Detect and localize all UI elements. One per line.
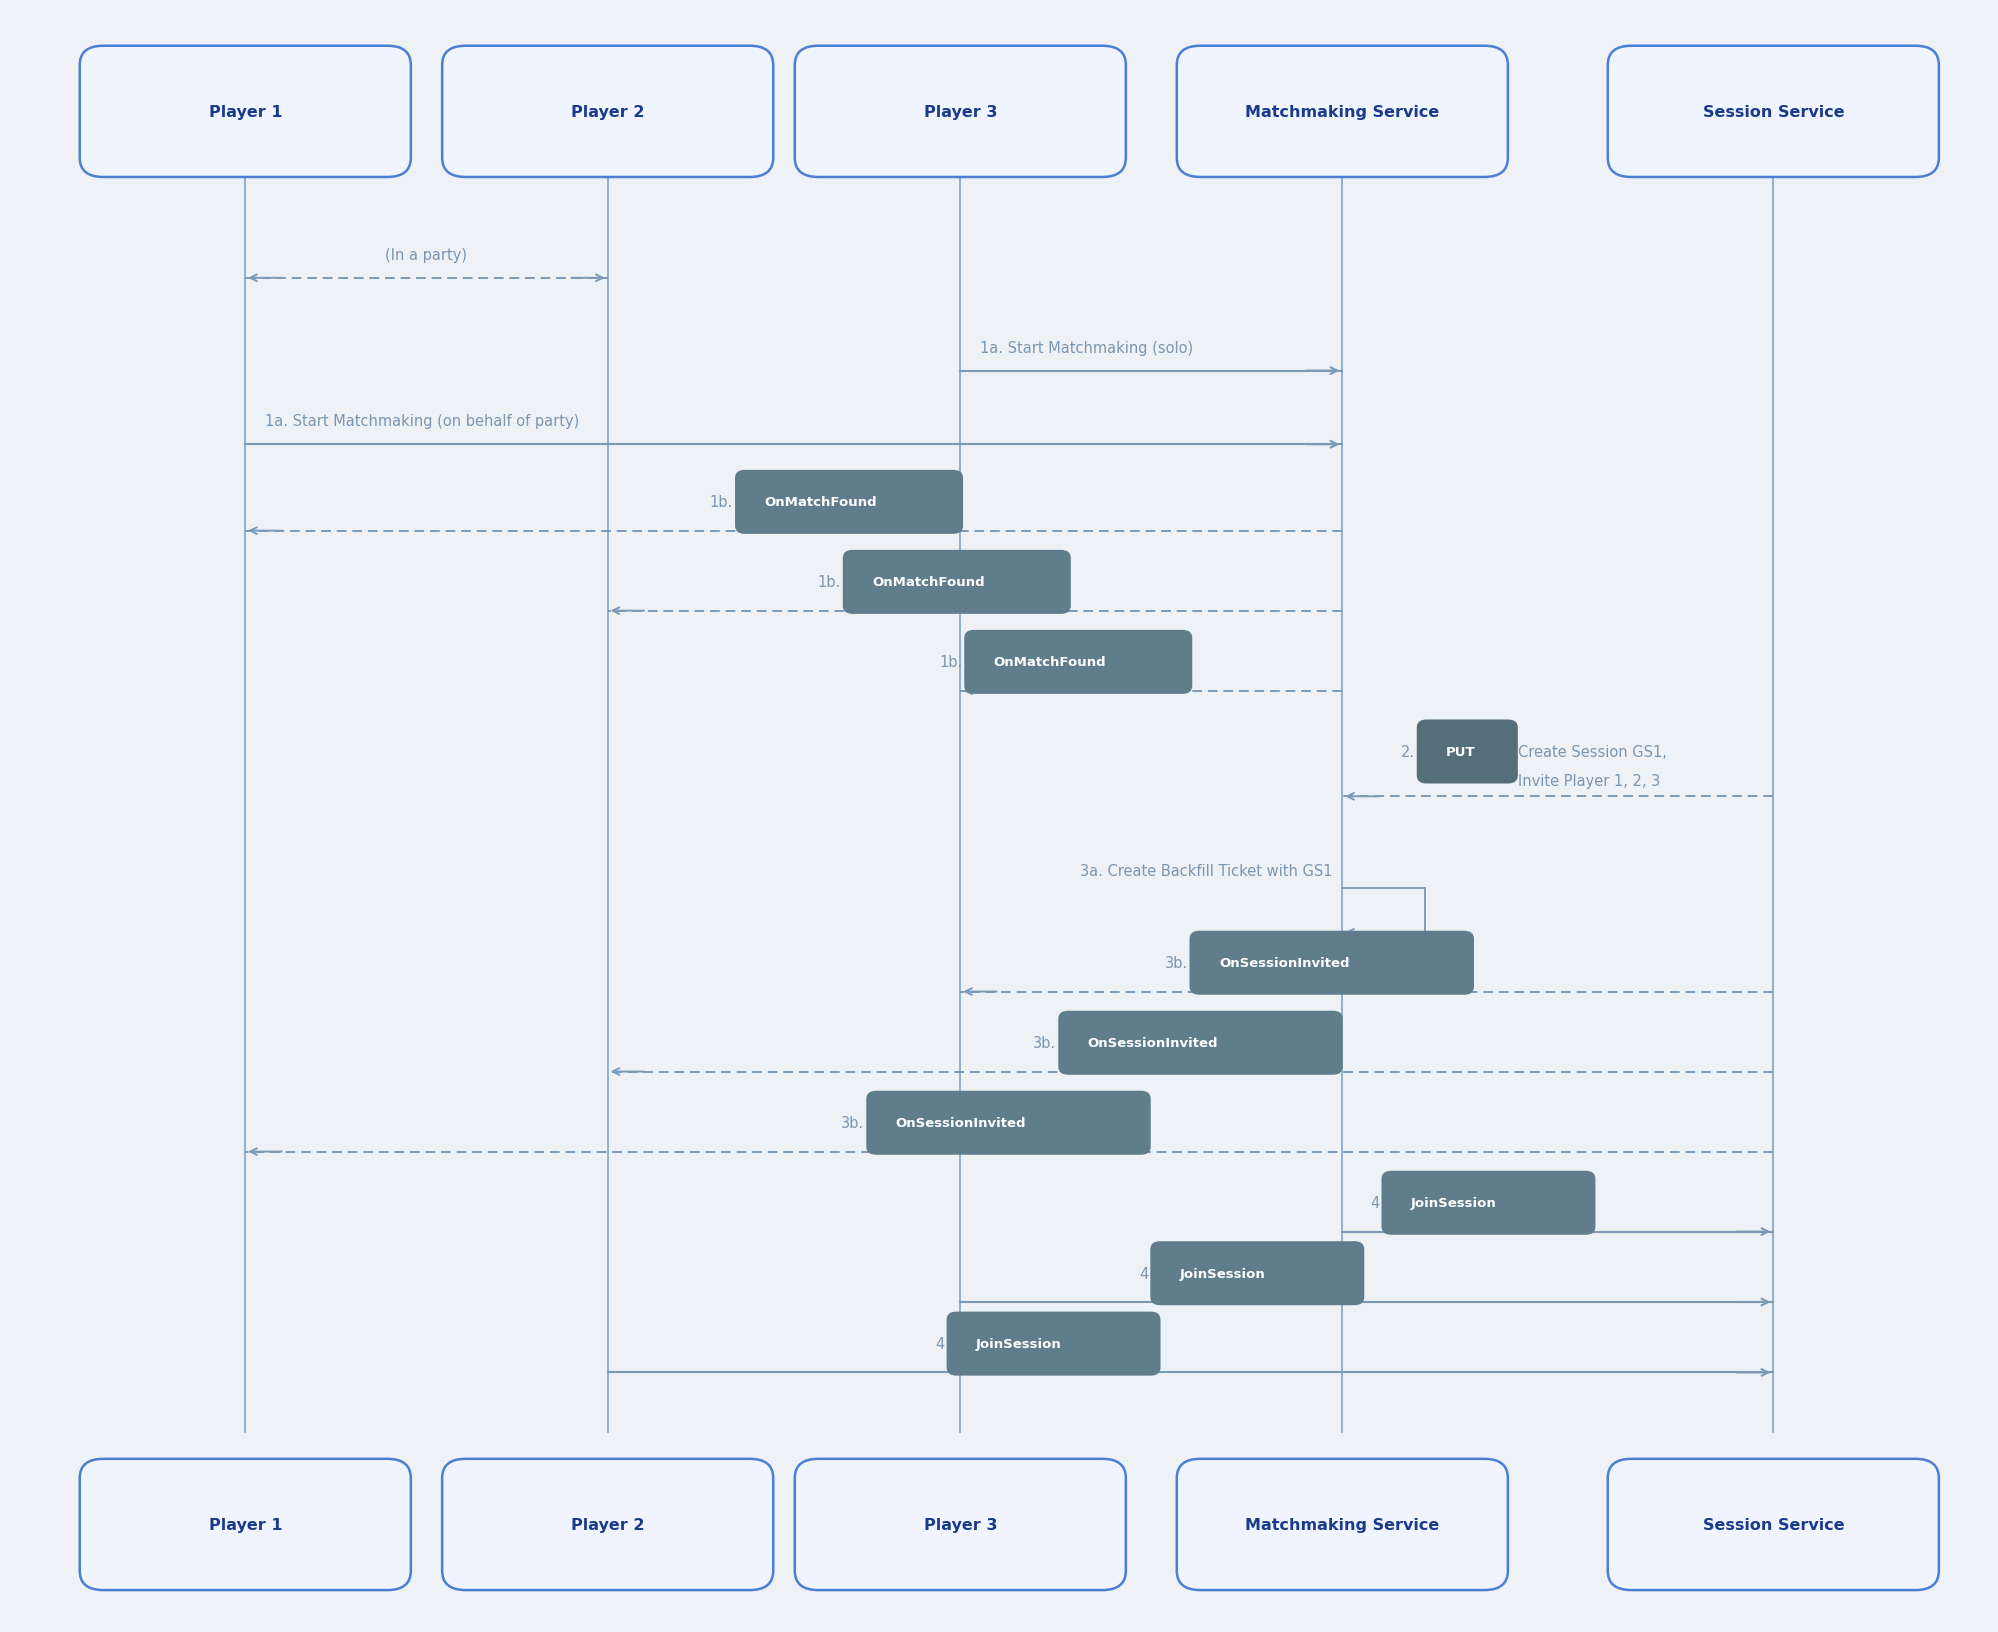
Text: OnSessionInvited: OnSessionInvited	[895, 1116, 1025, 1129]
Text: JoinSession: JoinSession	[975, 1337, 1061, 1350]
Text: 1b.: 1b.	[817, 574, 841, 591]
Text: 4: 4	[935, 1337, 945, 1351]
FancyBboxPatch shape	[1057, 1012, 1343, 1075]
Text: 3b.: 3b.	[841, 1116, 863, 1131]
FancyBboxPatch shape	[1381, 1172, 1594, 1235]
Text: 3b.: 3b.	[1165, 956, 1187, 971]
Text: JoinSession: JoinSession	[1411, 1196, 1497, 1209]
FancyBboxPatch shape	[80, 1459, 412, 1590]
Text: 1b.: 1b.	[709, 494, 733, 511]
FancyBboxPatch shape	[442, 1459, 773, 1590]
Text: 4: 4	[1369, 1196, 1379, 1211]
Text: OnSessionInvited: OnSessionInvited	[1219, 956, 1349, 969]
FancyBboxPatch shape	[1189, 932, 1473, 996]
FancyBboxPatch shape	[1606, 1459, 1938, 1590]
Text: Player 3: Player 3	[923, 104, 997, 119]
Text: JoinSession: JoinSession	[1179, 1266, 1265, 1279]
Text: Matchmaking Service: Matchmaking Service	[1245, 1518, 1439, 1532]
Text: OnMatchFound: OnMatchFound	[871, 576, 985, 589]
FancyBboxPatch shape	[865, 1092, 1151, 1155]
Text: Matchmaking Service: Matchmaking Service	[1245, 104, 1439, 119]
Text: OnSessionInvited: OnSessionInvited	[1087, 1036, 1217, 1049]
FancyBboxPatch shape	[1177, 1459, 1506, 1590]
Text: Session Service: Session Service	[1702, 1518, 1844, 1532]
FancyBboxPatch shape	[795, 1459, 1125, 1590]
Text: Player 2: Player 2	[571, 104, 643, 119]
Text: PUT: PUT	[1445, 746, 1475, 759]
Text: Invite Player 1, 2, 3: Invite Player 1, 2, 3	[1516, 774, 1658, 788]
FancyBboxPatch shape	[843, 550, 1071, 615]
FancyBboxPatch shape	[795, 47, 1125, 178]
FancyBboxPatch shape	[735, 470, 963, 535]
Text: OnMatchFound: OnMatchFound	[763, 496, 877, 509]
FancyBboxPatch shape	[442, 47, 773, 178]
Text: Player 2: Player 2	[571, 1518, 643, 1532]
Text: 1a. Start Matchmaking (on behalf of party): 1a. Start Matchmaking (on behalf of part…	[264, 415, 579, 429]
FancyBboxPatch shape	[963, 630, 1191, 695]
FancyBboxPatch shape	[1177, 47, 1506, 178]
FancyBboxPatch shape	[1606, 47, 1938, 178]
Text: Player 1: Player 1	[208, 104, 282, 119]
Text: Session Service: Session Service	[1702, 104, 1844, 119]
Text: (In a party): (In a party)	[386, 248, 468, 263]
FancyBboxPatch shape	[1417, 720, 1516, 783]
Text: 3b.: 3b.	[1033, 1036, 1055, 1051]
FancyBboxPatch shape	[1149, 1242, 1363, 1306]
Text: 1a. Start Matchmaking (solo): 1a. Start Matchmaking (solo)	[979, 341, 1193, 356]
Text: 1b.: 1b.	[939, 654, 961, 671]
Text: 3a. Create Backfill Ticket with GS1: 3a. Create Backfill Ticket with GS1	[1079, 863, 1333, 878]
Text: Player 1: Player 1	[208, 1518, 282, 1532]
FancyBboxPatch shape	[80, 47, 412, 178]
FancyBboxPatch shape	[947, 1312, 1161, 1376]
Text: 2.: 2.	[1401, 744, 1415, 759]
Text: Player 3: Player 3	[923, 1518, 997, 1532]
Text: Create Session GS1,: Create Session GS1,	[1516, 744, 1666, 759]
Text: OnMatchFound: OnMatchFound	[993, 656, 1105, 669]
Text: 4: 4	[1139, 1266, 1147, 1281]
